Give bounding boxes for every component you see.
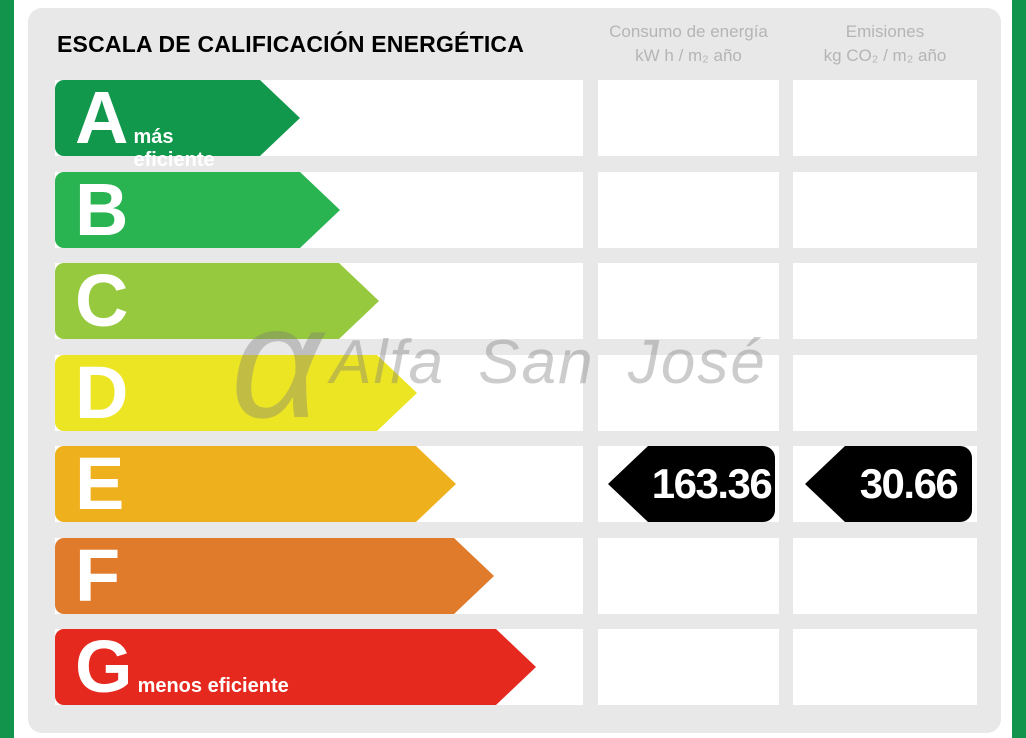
- rating-row: B: [55, 167, 977, 251]
- rating-arrow: B: [55, 167, 340, 251]
- page-title: ESCALA DE CALIFICACIÓN ENERGÉTICA: [57, 30, 525, 57]
- rating-arrow: C: [55, 259, 379, 342]
- emissions-cell: [793, 629, 977, 705]
- scale-cell: G menos eficiente: [55, 629, 583, 705]
- arrow-tip-icon: [377, 354, 417, 431]
- emissions-value-badge: 30.66: [805, 446, 972, 522]
- consumption-value-badge: 163.36: [608, 446, 775, 522]
- rating-letter: C: [75, 259, 129, 342]
- emissions-cell: [793, 537, 977, 614]
- consumption-column-header: Consumo de energía kW h / m₂ año: [598, 20, 779, 68]
- emissions-cell: [793, 80, 977, 156]
- rating-arrow: F: [55, 533, 494, 617]
- left-green-border: [0, 0, 14, 738]
- rating-note: menos eficiente: [137, 675, 289, 697]
- rating-letter: D: [75, 350, 129, 434]
- rating-rows: A más eficiente B C: [28, 80, 1001, 705]
- scale-cell: D: [55, 350, 583, 434]
- scale-cell: F: [55, 533, 583, 617]
- consumption-cell: [598, 263, 779, 339]
- consumption-cell: [598, 171, 779, 248]
- rating-arrow: D: [55, 350, 417, 434]
- consumption-cell: [598, 354, 779, 431]
- rating-row: E 163.36 30.66: [55, 446, 977, 522]
- rating-row: C: [55, 263, 977, 339]
- consumption-cell: [598, 537, 779, 614]
- rating-row: A más eficiente: [55, 76, 977, 171]
- badge-left-arrow-icon: [805, 446, 845, 522]
- arrow-tip-icon: [339, 263, 379, 339]
- arrow-tip-icon: [496, 629, 536, 705]
- right-green-border: [1012, 0, 1026, 738]
- arrow-tip-icon: [300, 171, 340, 248]
- emissions-cell: [793, 263, 977, 339]
- rating-row: D: [55, 350, 977, 434]
- emissions-cell: [793, 171, 977, 248]
- rating-letter: B: [75, 167, 129, 251]
- scale-cell: A más eficiente: [55, 76, 583, 171]
- rating-row: G menos eficiente: [55, 629, 977, 705]
- rating-arrow: A más eficiente: [55, 76, 300, 171]
- consumption-cell: [598, 629, 779, 705]
- arrow-tip-icon: [416, 446, 456, 522]
- emissions-cell: [793, 354, 977, 431]
- rating-letter: G: [75, 625, 133, 708]
- energy-scale-panel: ESCALA DE CALIFICACIÓN ENERGÉTICA Consum…: [28, 8, 1001, 733]
- rating-arrow: E: [55, 442, 456, 525]
- scale-cell: B: [55, 167, 583, 251]
- badge-left-arrow-icon: [608, 446, 648, 522]
- rating-arrow: G menos eficiente: [55, 625, 536, 708]
- emissions-value: 30.66: [845, 446, 972, 522]
- rating-letter: A: [75, 76, 129, 159]
- arrow-tip-icon: [260, 80, 300, 156]
- rating-note: más eficiente: [133, 126, 215, 171]
- header-row: ESCALA DE CALIFICACIÓN ENERGÉTICA Consum…: [28, 8, 1001, 80]
- scale-cell: E: [55, 446, 583, 522]
- emissions-column-header: Emisiones kg CO₂ / m₂ año: [793, 20, 977, 68]
- emissions-header-line1: Emisiones: [845, 22, 925, 41]
- consumption-cell: [598, 80, 779, 156]
- consumption-header-line2: kW h / m₂ año: [635, 46, 742, 65]
- rating-row: F: [55, 533, 977, 617]
- scale-cell: C: [55, 263, 583, 339]
- consumption-cell: 163.36: [598, 446, 779, 522]
- consumption-value: 163.36: [648, 446, 775, 522]
- rating-letter: F: [75, 533, 121, 617]
- arrow-tip-icon: [454, 537, 494, 614]
- emissions-header-line2: kg CO₂ / m₂ año: [823, 46, 947, 65]
- rating-letter: E: [75, 442, 125, 525]
- emissions-cell: 30.66: [793, 446, 977, 522]
- consumption-header-line1: Consumo de energía: [609, 22, 768, 41]
